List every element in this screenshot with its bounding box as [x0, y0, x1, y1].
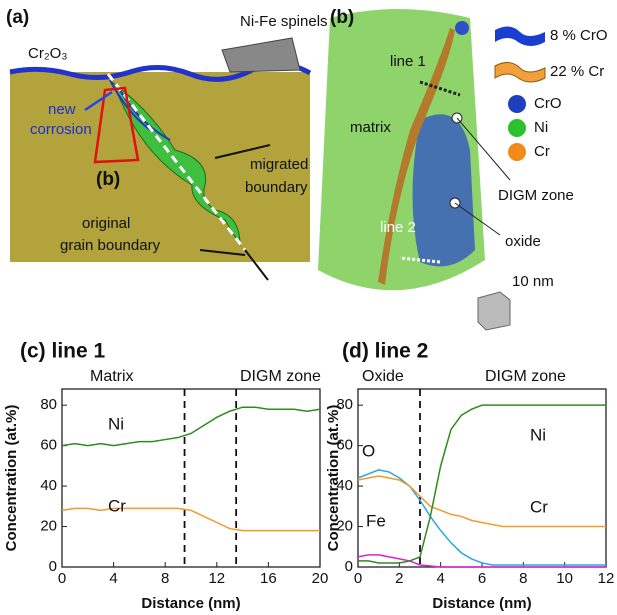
y-tick-label: 0	[49, 558, 57, 575]
label: matrix	[350, 119, 391, 136]
series-label: Fe	[366, 511, 386, 530]
y-tick-label: 80	[40, 396, 57, 413]
label: line 2	[380, 219, 416, 236]
legend-entry: 22 % Cr	[550, 63, 604, 80]
label: oxide	[505, 233, 541, 250]
panel-label: (b)	[330, 7, 354, 28]
x-tick-label: 0	[354, 570, 362, 587]
y-tick-label: 0	[345, 558, 353, 575]
x-tick-label: 6	[478, 570, 486, 587]
x-tick-label: 12	[208, 570, 225, 587]
series-label: Ni	[108, 414, 124, 433]
label: boundary	[245, 179, 308, 196]
scale-cube	[478, 292, 510, 330]
series-label: Ni	[530, 425, 546, 444]
panel-a: (a) Ni-Fe spinels Cr₂O₃ new corrosion (b…	[6, 7, 328, 280]
digm-zone	[413, 114, 476, 266]
label: 10 nm	[512, 273, 554, 290]
data-line	[358, 405, 606, 563]
panel-b: (b) 8 % CrO 22 % Cr CrO Ni Cr line 1 lin…	[318, 7, 608, 330]
oxide-cluster	[455, 21, 469, 35]
region-label: DIGM zone	[240, 368, 321, 385]
legend-entry: Ni	[534, 119, 548, 136]
label: DIGM zone	[498, 187, 574, 204]
label: Cr₂O₃	[28, 45, 67, 62]
legend-swatch	[508, 119, 526, 137]
legend-swatch	[495, 62, 545, 82]
region-label: Oxide	[362, 368, 404, 385]
figure: (a) Ni-Fe spinels Cr₂O₃ new corrosion (b…	[0, 0, 617, 615]
region-label: DIGM zone	[485, 368, 566, 385]
x-tick-label: 4	[109, 570, 117, 587]
legend-swatch	[508, 95, 526, 113]
series-label: Cr	[108, 496, 126, 515]
legend-entry: CrO	[534, 95, 562, 112]
label: migrated	[250, 156, 308, 173]
y-tick-label: 40	[40, 477, 57, 494]
label: Ni-Fe spinels	[240, 13, 328, 30]
region-label: Matrix	[90, 368, 134, 385]
legend-entry: 8 % CrO	[550, 27, 608, 44]
x-tick-label: 8	[519, 570, 527, 587]
x-tick-label: 8	[161, 570, 169, 587]
panel-label: (a)	[6, 7, 29, 28]
x-tick-label: 0	[58, 570, 66, 587]
legend-swatch	[495, 26, 545, 46]
x-tick-label: 12	[598, 570, 615, 587]
x-tick-label: 2	[395, 570, 403, 587]
y-axis-label: Concentration (at.%)	[3, 405, 20, 552]
label: line 1	[390, 53, 426, 70]
label: grain boundary	[60, 237, 161, 254]
label: (b)	[96, 169, 120, 190]
data-line	[358, 476, 606, 527]
y-axis-label: Concentration (at.%)	[325, 405, 342, 552]
label: new	[48, 101, 76, 118]
x-tick-label: 20	[312, 570, 329, 587]
legend-entry: Cr	[534, 143, 550, 160]
x-axis-label: Distance (nm)	[141, 595, 240, 612]
label: original	[82, 215, 130, 232]
x-tick-label: 10	[556, 570, 573, 587]
spinel	[222, 38, 300, 72]
data-line	[62, 407, 320, 445]
y-tick-label: 20	[40, 518, 57, 535]
x-tick-label: 16	[260, 570, 277, 587]
label: corrosion	[30, 121, 92, 138]
data-line	[358, 470, 606, 565]
plot-frame	[358, 389, 606, 567]
data-line	[62, 508, 320, 530]
chart-title: (d) line 2	[342, 340, 428, 363]
x-axis-label: Distance (nm)	[432, 595, 531, 612]
legend-swatch	[508, 143, 526, 161]
series-label: O	[362, 441, 375, 460]
plot-frame	[62, 389, 320, 567]
y-tick-label: 60	[40, 437, 57, 454]
x-tick-label: 4	[436, 570, 444, 587]
series-label: Cr	[530, 497, 548, 516]
chart-title: (c) line 1	[20, 340, 106, 363]
